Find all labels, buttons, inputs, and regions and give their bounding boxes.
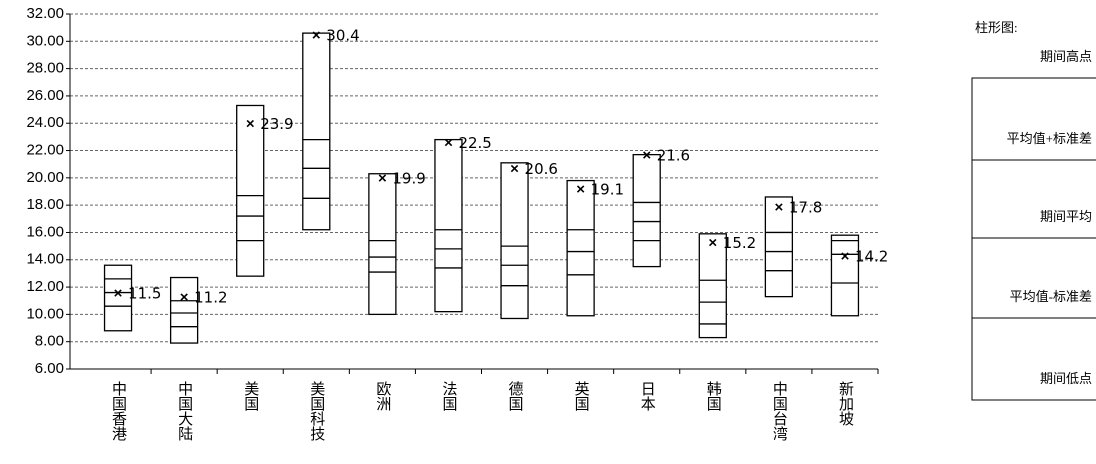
range-box (169, 276, 199, 344)
range-box (632, 153, 661, 268)
y-tick-label: 16.00 (26, 223, 64, 240)
range-box (103, 264, 133, 332)
range-box (566, 179, 595, 317)
x-tick-label: 韩国 (705, 381, 722, 411)
y-tick-label: 32.00 (26, 5, 64, 22)
x-tick-label: 美国 (242, 381, 258, 411)
legend-box (971, 77, 1096, 401)
current-label: 17.8 (789, 198, 822, 216)
legend-title: 柱形图: (975, 20, 1018, 35)
y-tick-label: 10.00 (26, 305, 64, 322)
current-label: 30.4 (326, 26, 359, 44)
range-box (698, 233, 727, 339)
current-label: 22.5 (458, 134, 491, 152)
current-marker: × (246, 116, 255, 133)
y-tick-label: 14.00 (26, 251, 64, 268)
current-marker: × (378, 170, 387, 187)
current-marker: × (180, 289, 189, 306)
current-label: 21.6 (657, 147, 690, 165)
legend-label: 期间低点 (1040, 371, 1092, 386)
current-marker: × (708, 234, 717, 251)
x-tick-label: 德国 (507, 380, 524, 411)
current-marker: × (576, 181, 585, 198)
x-tick-label: 日本 (639, 381, 656, 411)
current-label: 11.2 (194, 289, 227, 307)
current-marker: × (774, 199, 783, 216)
y-tick-label: 22.00 (26, 142, 64, 159)
current-label: 14.2 (855, 248, 888, 266)
x-tick-label: 法国 (440, 381, 457, 411)
current-marker: × (510, 161, 519, 178)
current-label: 19.9 (392, 170, 425, 188)
y-tick-label: 24.00 (26, 114, 64, 131)
current-label: 19.1 (591, 181, 624, 199)
y-tick-label: 30.00 (26, 32, 64, 49)
x-tick-label: 新加坡 (837, 381, 854, 426)
legend-label: 平均值+标准差 (1007, 131, 1092, 146)
x-tick-label: 欧洲 (374, 381, 391, 411)
range-box (500, 162, 529, 320)
current-marker: × (642, 147, 651, 164)
range-box (434, 138, 463, 313)
legend-label: 平均值-标准差 (1010, 289, 1092, 304)
range-box (764, 196, 794, 298)
range-box (236, 104, 265, 277)
range-box (302, 32, 331, 231)
x-tick-label: 美国科技 (308, 381, 325, 442)
current-marker: × (114, 285, 123, 302)
x-tick-label: 中国香港 (110, 381, 127, 441)
legend-label: 期间平均 (1040, 209, 1092, 224)
y-tick-label: 12.00 (26, 278, 64, 295)
y-tick-label: 20.00 (26, 169, 64, 186)
x-tick-label: 中国台湾 (771, 381, 788, 441)
current-label: 15.2 (723, 234, 756, 252)
current-marker: × (444, 135, 453, 152)
current-label: 20.6 (525, 160, 558, 178)
current-label: 23.9 (260, 115, 293, 133)
current-marker: × (312, 27, 321, 44)
range-box (830, 234, 860, 317)
y-tick-label: 18.00 (26, 196, 64, 213)
x-tick-label: 英国 (573, 380, 590, 411)
y-tick-label: 8.00 (35, 333, 64, 350)
y-tick-label: 28.00 (26, 60, 64, 77)
y-tick-label: 6.00 (35, 360, 64, 377)
range-box (368, 173, 397, 316)
y-tick-label: 26.00 (26, 87, 64, 104)
current-marker: × (841, 248, 850, 265)
x-tick-label: 中国大陆 (176, 381, 193, 441)
current-label: 11.5 (128, 284, 161, 302)
legend-label: 期间高点 (1040, 49, 1092, 64)
